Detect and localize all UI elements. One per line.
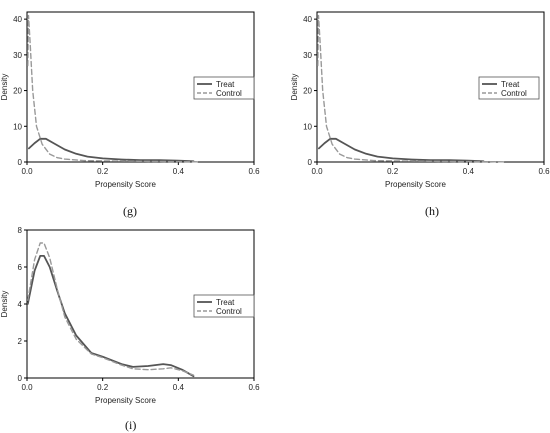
legend-label-treat: Treat — [501, 80, 520, 89]
x-tick-label: 0.4 — [173, 167, 185, 176]
series-line-treat — [318, 137, 485, 163]
chart-g: 0 10 20 30 40 0.0 0.2 0.4 0.6 Propensity Score Den… — [0, 11, 260, 189]
y-tick-label: 2 — [18, 337, 23, 346]
y-tick-label: 20 — [13, 87, 22, 96]
y-tick-label: 6 — [18, 263, 23, 272]
x-tick-label: 0.4 — [463, 167, 475, 176]
y-tick-label: 0 — [18, 374, 23, 383]
y-tick-label: 0 — [18, 158, 23, 167]
y-tick-label: 40 — [13, 15, 22, 24]
series-line-control — [27, 14, 198, 163]
caption-g: (g) — [123, 204, 137, 218]
x-tick-label: 0.4 — [173, 383, 185, 392]
legend-label-control: Control — [216, 307, 242, 316]
x-tick-label: 0.2 — [97, 383, 109, 392]
chart-i: 0 2 4 6 8 0.0 0.2 0.4 0.6 Propensity Score Density… — [0, 226, 260, 405]
x-tick-label: 0.0 — [311, 167, 323, 176]
x-tick-label: 0.6 — [538, 167, 550, 176]
y-tick-label: 8 — [18, 226, 23, 235]
y-axis-label: Density — [0, 74, 9, 101]
y-tick-label: 30 — [13, 51, 22, 60]
x-tick-label: 0.0 — [21, 167, 33, 176]
series-line-control — [317, 14, 507, 163]
series-line-treat — [28, 137, 195, 163]
x-tick-label: 0.6 — [248, 383, 260, 392]
x-tick-label: 0.6 — [248, 167, 260, 176]
y-tick-label: 30 — [303, 51, 312, 60]
y-tick-label: 40 — [303, 15, 312, 24]
caption-i: (i) — [125, 418, 137, 432]
y-tick-label: 0 — [308, 158, 313, 167]
y-axis-label: Density — [290, 74, 299, 101]
x-tick-label: 0.0 — [21, 383, 33, 392]
y-tick-label: 10 — [303, 122, 312, 131]
legend-label-control: Control — [501, 89, 527, 98]
x-axis-label: Propensity Score — [95, 180, 156, 189]
legend-label-treat: Treat — [216, 80, 235, 89]
legend-label-control: Control — [216, 89, 242, 98]
y-axis-label: Density — [0, 291, 9, 318]
chart-h: 0 10 20 30 40 0.0 0.2 0.4 0.6 Propensity Score Den… — [290, 11, 550, 189]
x-tick-label: 0.2 — [387, 167, 399, 176]
x-axis-label: Propensity Score — [385, 180, 446, 189]
y-tick-label: 10 — [13, 122, 22, 131]
x-tick-label: 0.2 — [97, 167, 109, 176]
series-line-treat — [26, 255, 195, 378]
caption-h: (h) — [425, 204, 439, 218]
series-line-control — [27, 242, 195, 376]
y-tick-label: 20 — [303, 87, 312, 96]
legend-label-treat: Treat — [216, 298, 235, 307]
x-axis-label: Propensity Score — [95, 396, 156, 405]
y-tick-label: 4 — [18, 300, 23, 309]
